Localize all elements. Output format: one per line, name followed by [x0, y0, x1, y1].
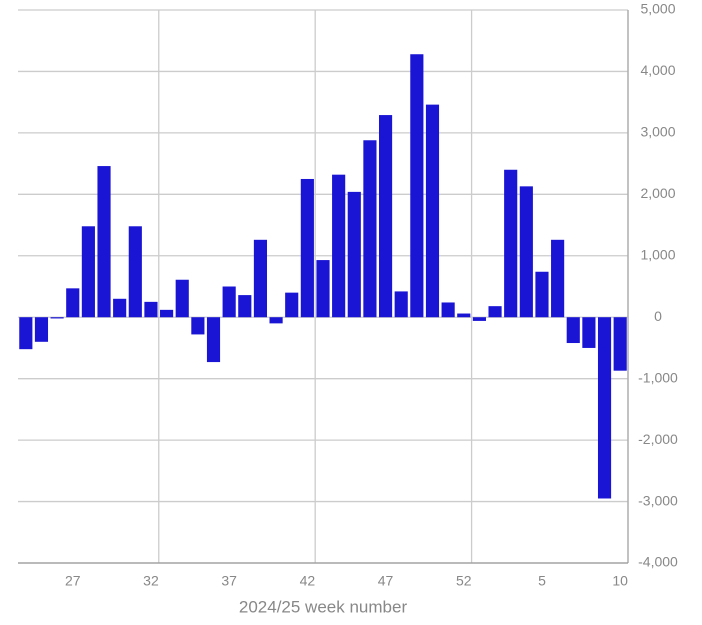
- y-tick-label: 4,000: [640, 62, 675, 78]
- bar: [347, 191, 361, 318]
- bar: [332, 174, 346, 318]
- bar: [457, 313, 471, 318]
- y-tick-label: 1,000: [640, 246, 675, 262]
- y-tick-label: -2,000: [638, 431, 678, 447]
- bar: [300, 178, 314, 318]
- x-tick-label: 52: [456, 573, 472, 589]
- bar: [206, 317, 221, 363]
- bar: [191, 317, 205, 335]
- bar: [285, 292, 299, 318]
- bar: [488, 306, 502, 318]
- bar: [34, 317, 49, 342]
- bar: [613, 317, 627, 371]
- x-tick-label: 42: [300, 573, 316, 589]
- x-tick-label: 27: [65, 573, 81, 589]
- bar: [504, 169, 518, 318]
- x-tick-label: 32: [143, 573, 159, 589]
- y-tick-label: -3,000: [638, 492, 678, 508]
- bar: [597, 317, 612, 499]
- bar: [410, 54, 424, 318]
- bar: [50, 317, 64, 319]
- x-tick-label: 37: [221, 573, 237, 589]
- bar: [441, 302, 455, 318]
- y-tick-label: -4,000: [638, 554, 678, 570]
- bar: [81, 226, 95, 318]
- bar: [144, 301, 158, 318]
- y-tick-label: 3,000: [640, 124, 675, 140]
- bar: [160, 309, 174, 318]
- bar: [519, 186, 533, 318]
- bar: [582, 317, 596, 348]
- y-tick-label: -1,000: [638, 369, 678, 385]
- y-tick-label: 5,000: [640, 1, 675, 17]
- x-axis-label: 2024/25 week number: [239, 597, 408, 616]
- y-tick-label: 0: [654, 308, 662, 324]
- y-tick-label: 2,000: [640, 185, 675, 201]
- bar: [425, 104, 440, 318]
- bar: [316, 260, 330, 318]
- bar: [253, 239, 268, 318]
- bar: [394, 291, 408, 318]
- bar: [66, 288, 80, 318]
- x-tick-label: 10: [612, 573, 628, 589]
- bar: [128, 226, 142, 318]
- bar: [378, 115, 393, 318]
- bar: [238, 295, 252, 318]
- bar: [222, 286, 236, 318]
- bar: [363, 140, 377, 318]
- bar: [175, 279, 189, 318]
- bar: [269, 317, 283, 324]
- bar: [113, 298, 127, 318]
- bar: [19, 317, 33, 350]
- bar: [97, 166, 111, 318]
- bar: [551, 239, 565, 318]
- x-tick-label: 5: [538, 573, 546, 589]
- bar: [566, 317, 580, 344]
- bar: [535, 271, 549, 318]
- bar: [472, 317, 486, 321]
- x-tick-label: 47: [378, 573, 394, 589]
